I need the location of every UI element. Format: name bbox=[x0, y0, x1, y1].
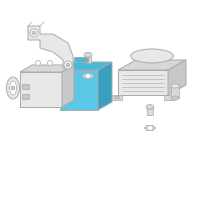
Polygon shape bbox=[147, 107, 153, 115]
Polygon shape bbox=[85, 55, 91, 63]
Polygon shape bbox=[60, 62, 112, 70]
Circle shape bbox=[148, 126, 153, 130]
Polygon shape bbox=[112, 95, 122, 100]
Circle shape bbox=[30, 29, 38, 37]
Polygon shape bbox=[20, 72, 62, 107]
Ellipse shape bbox=[171, 84, 179, 88]
Ellipse shape bbox=[10, 81, 16, 95]
Polygon shape bbox=[118, 60, 186, 70]
Polygon shape bbox=[28, 26, 73, 68]
Circle shape bbox=[66, 63, 70, 67]
Polygon shape bbox=[168, 60, 186, 95]
Polygon shape bbox=[74, 57, 88, 62]
Polygon shape bbox=[98, 62, 112, 110]
Ellipse shape bbox=[131, 49, 173, 63]
Polygon shape bbox=[22, 84, 29, 89]
Ellipse shape bbox=[114, 96, 120, 99]
Circle shape bbox=[32, 31, 36, 35]
Circle shape bbox=[11, 86, 15, 90]
Circle shape bbox=[48, 60, 52, 66]
Polygon shape bbox=[60, 70, 98, 110]
Polygon shape bbox=[62, 65, 74, 107]
Circle shape bbox=[64, 61, 72, 69]
Circle shape bbox=[86, 73, 90, 78]
Polygon shape bbox=[20, 65, 74, 72]
Circle shape bbox=[36, 60, 40, 66]
Polygon shape bbox=[118, 70, 168, 95]
Polygon shape bbox=[164, 95, 174, 100]
Ellipse shape bbox=[171, 96, 179, 100]
Ellipse shape bbox=[6, 77, 20, 99]
Polygon shape bbox=[144, 125, 156, 131]
Polygon shape bbox=[82, 73, 94, 79]
Polygon shape bbox=[22, 94, 29, 99]
Polygon shape bbox=[171, 86, 179, 98]
Ellipse shape bbox=[146, 104, 154, 110]
Ellipse shape bbox=[84, 52, 92, 58]
